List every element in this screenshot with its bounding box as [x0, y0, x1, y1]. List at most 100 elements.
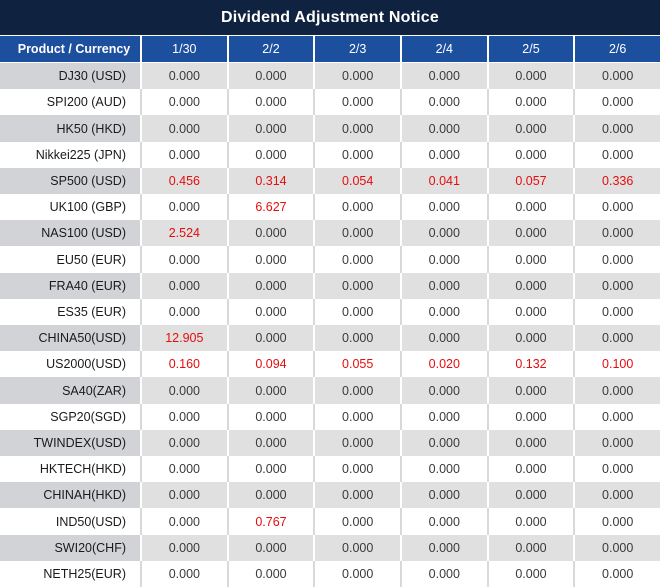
dividend-value: 0.000: [315, 115, 400, 142]
column-header-date: 2/5: [488, 36, 574, 62]
dividend-value: 0.000: [142, 403, 227, 430]
dividend-value: 0.000: [488, 482, 574, 509]
table-row: EU50 (EUR) 0.000 0.000 0.000 0.000 0.000 0.000: [0, 246, 660, 273]
dividend-value: 0.000: [228, 298, 314, 326]
dividend-value: 0.000: [401, 325, 487, 352]
dividend-value: 0.000: [315, 272, 400, 299]
dividend-value: 0.000: [142, 115, 227, 142]
dividend-value: 0.020: [401, 351, 487, 378]
column-header-date: 2/4: [401, 36, 487, 62]
table-row: CHINA50(USD) 12.905 0.000 0.000 0.000 0.000 0.…: [0, 325, 660, 352]
dividend-value: 0.000: [315, 482, 400, 509]
dividend-value: 0.000: [575, 560, 660, 587]
dividend-value: 0.000: [315, 63, 400, 90]
dividend-value: 0.000: [575, 456, 660, 483]
product-name: EU50 (EUR): [0, 246, 140, 273]
product-name: NETH25(EUR): [0, 560, 140, 587]
dividend-value: 0.000: [488, 272, 574, 299]
dividend-value: 0.000: [228, 377, 314, 404]
table-row: SPI200 (AUD) 0.000 0.000 0.000 0.000 0.000 0.0…: [0, 89, 660, 116]
dividend-value: 0.000: [401, 298, 487, 326]
dividend-value: 0.000: [315, 429, 400, 457]
dividend-value: 0.000: [142, 194, 227, 221]
dividend-value: 0.000: [315, 246, 400, 273]
dividend-value: 0.057: [488, 167, 574, 195]
table-row: NETH25(EUR) 0.000 0.000 0.000 0.000 0.000 0.00…: [0, 560, 660, 587]
table-row: SWI20(CHF) 0.000 0.000 0.000 0.000 0.000 0.000: [0, 534, 660, 561]
product-name: SWI20(CHF): [0, 534, 140, 561]
dividend-value: 0.000: [315, 403, 400, 430]
dividend-value: 0.000: [315, 141, 400, 168]
dividend-value: 0.000: [142, 560, 227, 587]
dividend-value: 0.000: [142, 456, 227, 483]
dividend-value: 2.524: [142, 220, 227, 247]
dividend-value: 0.000: [142, 272, 227, 299]
table-row: NAS100 (USD) 2.524 0.000 0.000 0.000 0.000 0.0…: [0, 220, 660, 247]
table-row: HKTECH(HKD) 0.000 0.000 0.000 0.000 0.000 0.00…: [0, 456, 660, 483]
dividend-value: 0.000: [488, 194, 574, 221]
dividend-value: 0.000: [315, 456, 400, 483]
dividend-value: 0.000: [488, 220, 574, 247]
dividend-value: 0.041: [401, 167, 487, 195]
product-name: CHINAH(HKD): [0, 482, 140, 509]
dividend-value: 0.000: [228, 246, 314, 273]
table-row: ES35 (EUR) 0.000 0.000 0.000 0.000 0.000 0.000: [0, 298, 660, 326]
dividend-value: 0.000: [228, 141, 314, 168]
column-header-date: 2/3: [315, 36, 400, 62]
dividend-value: 0.000: [228, 115, 314, 142]
dividend-value: 0.000: [575, 115, 660, 142]
dividend-value: 0.000: [575, 298, 660, 326]
product-name: ES35 (EUR): [0, 298, 140, 326]
table-row: US2000(USD) 0.160 0.094 0.055 0.020 0.132 0.10…: [0, 351, 660, 378]
dividend-value: 0.000: [142, 482, 227, 509]
dividend-value: 0.000: [488, 456, 574, 483]
dividend-value: 0.000: [575, 508, 660, 535]
dividend-value: 0.000: [228, 272, 314, 299]
dividend-value: 0.000: [228, 429, 314, 457]
dividend-value: 0.000: [142, 89, 227, 116]
dividend-value: 0.000: [228, 456, 314, 483]
dividend-value: 0.000: [142, 246, 227, 273]
dividend-value: 0.000: [488, 63, 574, 90]
dividend-value: 0.000: [401, 89, 487, 116]
dividend-value: 0.000: [488, 429, 574, 457]
column-header-date: 1/30: [142, 36, 227, 62]
column-header-date: 2/6: [575, 36, 660, 62]
dividend-value: 0.000: [575, 220, 660, 247]
dividend-value: 0.000: [401, 220, 487, 247]
dividend-value: 0.000: [575, 272, 660, 299]
dividend-value: 6.627: [228, 194, 314, 221]
dividend-value: 0.000: [575, 429, 660, 457]
table-row: IND50(USD) 0.000 0.767 0.000 0.000 0.000 0.000: [0, 508, 660, 535]
dividend-value: 0.000: [488, 508, 574, 535]
dividend-value: 0.000: [142, 141, 227, 168]
dividend-value: 0.767: [228, 508, 314, 535]
table-row: SGP20(SGD) 0.000 0.000 0.000 0.000 0.000 0.000: [0, 403, 660, 430]
dividend-value: 0.094: [228, 351, 314, 378]
dividend-value: 0.000: [315, 194, 400, 221]
dividend-value: 0.000: [401, 508, 487, 535]
dividend-value: 0.000: [575, 377, 660, 404]
table-row: CHINAH(HKD) 0.000 0.000 0.000 0.000 0.000 0.00…: [0, 482, 660, 509]
product-name: SGP20(SGD): [0, 403, 140, 430]
column-header-product: Product / Currency: [0, 36, 140, 62]
product-name: UK100 (GBP): [0, 194, 140, 221]
table-body: DJ30 (USD) 0.000 0.000 0.000 0.000 0.000 0.000…: [0, 63, 660, 587]
product-name: US2000(USD): [0, 351, 140, 378]
table-header-row: Product / Currency 1/30 2/2 2/3 2/4 2/5 2/6: [0, 35, 660, 63]
product-name: SPI200 (AUD): [0, 89, 140, 116]
dividend-value: 0.000: [142, 508, 227, 535]
dividend-value: 0.456: [142, 167, 227, 195]
dividend-value: 0.000: [401, 194, 487, 221]
dividend-value: 0.100: [575, 351, 660, 378]
dividend-value: 0.000: [401, 377, 487, 404]
dividend-value: 0.000: [488, 115, 574, 142]
dividend-value: 0.000: [575, 194, 660, 221]
dividend-value: 12.905: [142, 325, 227, 352]
dividend-value: 0.000: [488, 377, 574, 404]
table-row: DJ30 (USD) 0.000 0.000 0.000 0.000 0.000 0.000: [0, 63, 660, 90]
dividend-value: 0.000: [142, 377, 227, 404]
dividend-value: 0.000: [315, 377, 400, 404]
table-row: UK100 (GBP) 0.000 6.627 0.000 0.000 0.000 0.00…: [0, 194, 660, 221]
